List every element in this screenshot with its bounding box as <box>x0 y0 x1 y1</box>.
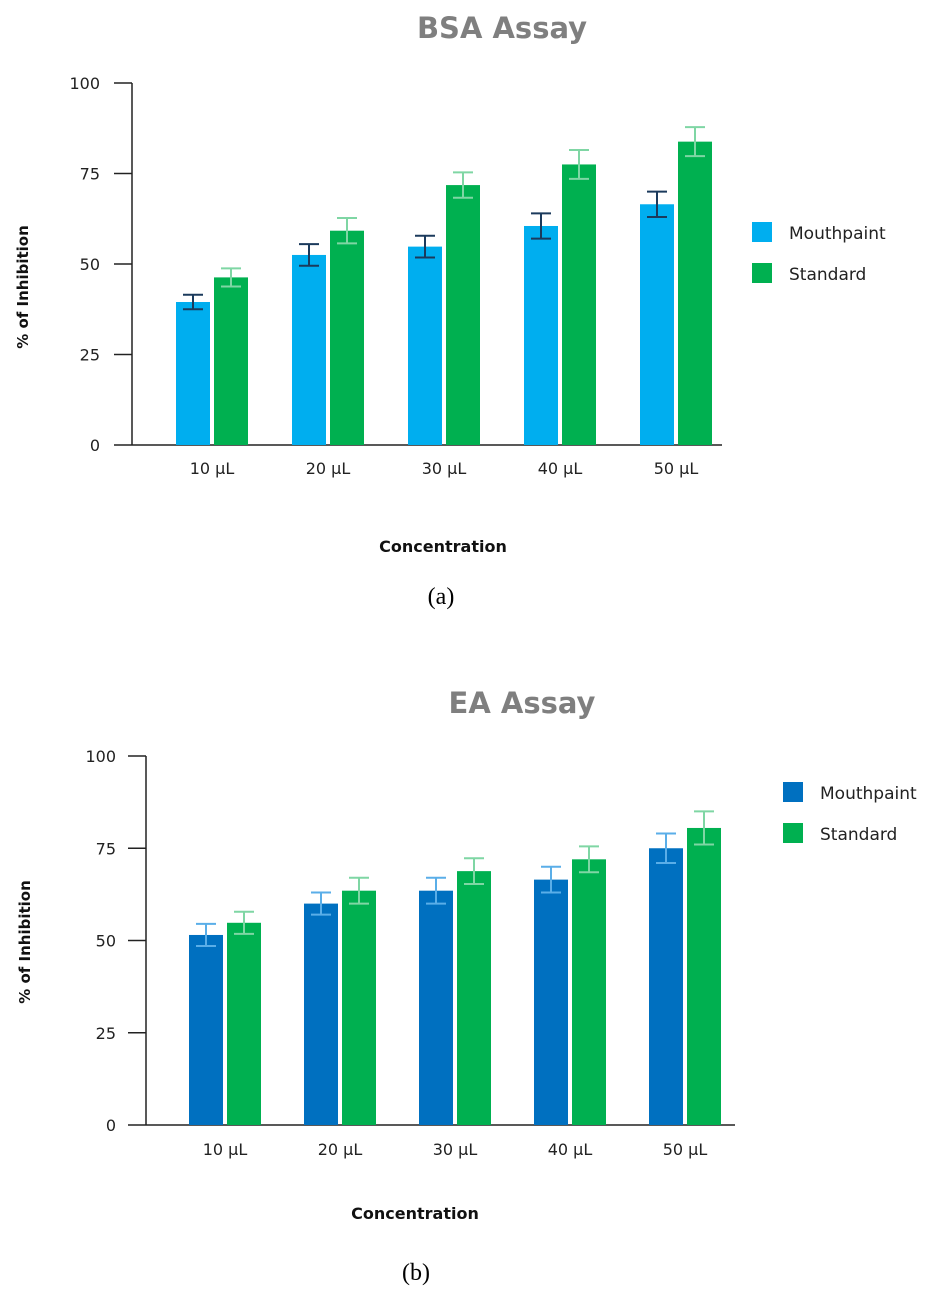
bar-mouthpaint-5 <box>649 848 683 1125</box>
bar-mouthpaint-2 <box>304 903 338 1125</box>
x-tick-label: 50 µL <box>663 1140 708 1159</box>
bar-mouthpaint-1 <box>189 934 223 1125</box>
chart-a: BSA Assay 0 25 50 75 100 % of Inhibition Concen… <box>14 11 886 610</box>
error-bar-mouthpaint-2 <box>299 243 319 267</box>
legend-label: Standard <box>820 825 897 845</box>
y-tick-label: 25 <box>96 1024 116 1043</box>
error-bar-standard-3 <box>453 171 473 199</box>
x-axis-label: Concentration <box>379 537 507 556</box>
bar-standard-2 <box>330 230 364 445</box>
figure-caption: (a) <box>428 584 455 610</box>
error-bar-standard-4 <box>579 845 599 874</box>
y-tick-label: 100 <box>69 74 100 93</box>
x-tick-label: 30 µL <box>422 459 467 478</box>
y-tick-label: 50 <box>80 255 100 274</box>
legend-swatch-mouthpaint <box>752 222 772 242</box>
figure-caption: (b) <box>402 1260 430 1286</box>
bar-mouthpaint-5 <box>640 204 674 445</box>
legend-label: Mouthpaint <box>789 224 886 244</box>
legend: Mouthpaint Standard <box>752 222 886 285</box>
y-tick-label: 75 <box>96 839 116 858</box>
bar-standard-5 <box>678 141 712 446</box>
error-bar-standard-3 <box>464 857 484 886</box>
y-tick-label: 100 <box>85 747 116 766</box>
x-tick-label: 30 µL <box>433 1140 478 1159</box>
legend-label: Mouthpaint <box>820 784 917 804</box>
bar-standard-1 <box>214 277 248 445</box>
x-tick-label: 20 µL <box>306 459 351 478</box>
error-bar-mouthpaint-4 <box>541 865 561 894</box>
x-tick-label: 40 µL <box>548 1140 593 1159</box>
chart-b: EA Assay 0 25 50 75 100 % of Inhibition Concent… <box>16 686 917 1286</box>
error-bar-standard-2 <box>337 217 357 245</box>
x-tick-label: 10 µL <box>203 1140 248 1159</box>
bar-mouthpaint-4 <box>524 225 558 445</box>
error-bar-mouthpaint-5 <box>647 190 667 218</box>
bar-mouthpaint-2 <box>292 254 326 445</box>
error-bar-standard-4 <box>569 148 589 180</box>
legend-swatch-standard <box>783 823 803 843</box>
chart-title: EA Assay <box>449 686 596 720</box>
y-tick-label: 75 <box>80 165 100 184</box>
bar-mouthpaint-1 <box>176 302 210 445</box>
error-bar-standard-5 <box>685 126 705 158</box>
error-bar-standard-1 <box>221 267 241 288</box>
legend-label: Standard <box>789 265 866 285</box>
bar-standard-4 <box>562 164 596 445</box>
bar-standard-2 <box>342 890 376 1125</box>
error-bar-standard-1 <box>234 910 254 935</box>
y-axis-label: % of Inhibition <box>16 880 34 1004</box>
error-bar-mouthpaint-1 <box>196 922 216 948</box>
error-bar-standard-5 <box>694 810 714 846</box>
y-axis-label: % of Inhibition <box>14 225 32 349</box>
x-axis-label: Concentration <box>351 1204 479 1223</box>
error-bar-mouthpaint-4 <box>531 212 551 240</box>
bar-standard-3 <box>446 185 480 446</box>
y-tick-label: 0 <box>106 1116 116 1135</box>
bar-standard-3 <box>457 871 491 1125</box>
y-tick-label: 25 <box>80 346 100 365</box>
chart-title: BSA Assay <box>417 11 587 45</box>
bar-standard-4 <box>572 859 606 1125</box>
error-bar-mouthpaint-2 <box>311 891 331 916</box>
y-tick-label: 50 <box>96 932 116 951</box>
bar-standard-5 <box>687 827 721 1125</box>
error-bar-mouthpaint-1 <box>183 293 203 311</box>
error-bar-mouthpaint-5 <box>656 832 676 865</box>
bar-mouthpaint-3 <box>419 890 453 1125</box>
legend-swatch-mouthpaint <box>783 782 803 802</box>
y-tick-label: 0 <box>90 436 100 455</box>
x-tick-label: 20 µL <box>318 1140 363 1159</box>
x-tick-label: 10 µL <box>190 459 235 478</box>
x-tick-label: 40 µL <box>538 459 583 478</box>
legend: Mouthpaint Standard <box>783 782 917 845</box>
error-bar-standard-2 <box>349 876 369 905</box>
bar-standard-1 <box>227 922 261 1125</box>
bar-mouthpaint-3 <box>408 246 442 445</box>
x-tick-label: 50 µL <box>654 459 699 478</box>
error-bar-mouthpaint-3 <box>426 876 446 905</box>
error-bar-mouthpaint-3 <box>415 234 435 259</box>
bar-mouthpaint-4 <box>534 879 568 1125</box>
legend-swatch-standard <box>752 263 772 283</box>
